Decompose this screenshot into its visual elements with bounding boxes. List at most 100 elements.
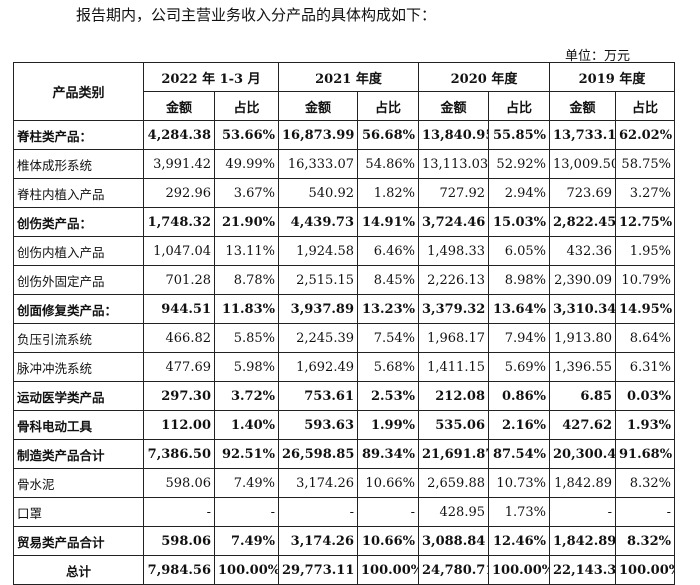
share-cell: 15.03% (488, 207, 550, 237)
share-cell: 13.23% (357, 294, 419, 324)
period-header: 2019 年度 (549, 62, 675, 92)
amount-cell: 22,143.34 (549, 555, 616, 585)
share-cell: 1.95% (615, 236, 675, 266)
amount-cell: 29,773.11 (278, 555, 358, 585)
amount-cell: 26,598.85 (278, 439, 358, 469)
amount-cell: 1,411.15 (418, 352, 489, 382)
amount-cell: 13,733.18 (549, 120, 616, 150)
table-row: 负压引流系统 466.82 5.85% 2,245.39 7.54% 1,968.17 7.… (13, 323, 675, 353)
share-cell: 62.02% (615, 120, 675, 150)
share-cell: 100.00% (214, 555, 279, 585)
share-cell: 7.94% (488, 323, 550, 353)
row-label: 创面修复类产品： (13, 294, 144, 324)
share-cell: 53.66% (214, 120, 279, 150)
share-cell: 8.32% (615, 526, 675, 556)
share-cell: 56.68% (357, 120, 419, 150)
table-row: 脊柱内植入产品 292.96 3.67% 540.92 1.82% 727.92 2.94%… (13, 178, 675, 208)
share-cell: 10.73% (488, 468, 550, 498)
category-header: 产品类别 (13, 62, 144, 121)
amount-cell: 13,840.95 (418, 120, 489, 150)
share-cell: 3.67% (214, 178, 279, 208)
share-cell: 14.91% (357, 207, 419, 237)
row-label: 口罩 (13, 497, 144, 527)
share-header: 占比 (357, 91, 419, 121)
amount-cell: 753.61 (278, 381, 358, 411)
share-cell: 5.85% (214, 323, 279, 353)
share-cell: 2.53% (357, 381, 419, 411)
amount-cell: 1,968.17 (418, 323, 489, 353)
table-row: 总计 7,984.56 100.00% 29,773.11 100.00% 24,780.… (13, 555, 675, 585)
share-cell: 10.79% (615, 265, 675, 295)
amount-cell: 1,924.58 (278, 236, 358, 266)
row-label: 运动医学类产品 (13, 381, 144, 411)
amount-cell: 13,009.50 (549, 149, 616, 179)
amount-cell: 7,984.56 (143, 555, 215, 585)
amount-cell: 13,113.03 (418, 149, 489, 179)
amount-cell: 20,300.45 (549, 439, 616, 469)
share-cell: 58.75% (615, 149, 675, 179)
amount-cell: - (278, 497, 358, 527)
amount-cell: 6.85 (549, 381, 616, 411)
table-row: 创伤内植入产品 1,047.04 13.11% 1,924.58 6.46% 1,498.… (13, 236, 675, 266)
table-body: 脊柱类产品： 4,284.38 53.66% 16,873.99 56.68% 13,84… (13, 120, 675, 585)
share-cell: 12.75% (615, 207, 675, 237)
share-cell: 100.00% (357, 555, 419, 585)
amount-cell: 3,310.34 (549, 294, 616, 324)
table-row: 创伤外固定产品 701.28 8.78% 2,515.15 8.45% 2,226.13 8… (13, 265, 675, 295)
share-header: 占比 (488, 91, 550, 121)
share-cell: 8.78% (214, 265, 279, 295)
share-cell: 3.72% (214, 381, 279, 411)
amount-cell: 2,822.45 (549, 207, 616, 237)
row-label: 脊柱内植入产品 (13, 178, 144, 208)
row-label: 脊柱类产品： (13, 120, 144, 150)
share-cell: 100.00% (615, 555, 675, 585)
amount-cell: 1,692.49 (278, 352, 358, 382)
amount-cell: 1,047.04 (143, 236, 215, 266)
share-cell: 8.64% (615, 323, 675, 353)
share-cell: 8.98% (488, 265, 550, 295)
share-cell: 52.92% (488, 149, 550, 179)
share-cell: 2.16% (488, 410, 550, 440)
amount-cell: 4,439.73 (278, 207, 358, 237)
amount-cell: - (143, 497, 215, 527)
share-cell: 10.66% (357, 468, 419, 498)
table-row: 口罩 - - - -428.95 1.73% - - (13, 497, 675, 527)
share-cell: 12.46% (488, 526, 550, 556)
amount-cell: 2,226.13 (418, 265, 489, 295)
amount-cell: 727.92 (418, 178, 489, 208)
share-cell: 21.90% (214, 207, 279, 237)
share-cell: - (615, 497, 675, 527)
table-row: 脊柱类产品： 4,284.38 53.66% 16,873.99 56.68% 13,84… (13, 120, 675, 150)
share-cell: 0.86% (488, 381, 550, 411)
share-cell: 89.34% (357, 439, 419, 469)
table-row: 创面修复类产品： 944.51 11.83% 3,937.89 13.23% 3,379.… (13, 294, 675, 324)
table-row: 脉冲冲洗系统 477.69 5.98% 1,692.49 5.68% 1,411.15 5.… (13, 352, 675, 382)
share-cell: 87.54% (488, 439, 550, 469)
period-header: 2021 年度 (278, 62, 419, 92)
amount-cell: 535.06 (418, 410, 489, 440)
row-label: 总计 (13, 555, 144, 585)
amount-cell: 3,174.26 (278, 526, 358, 556)
share-cell: 100.00% (488, 555, 550, 585)
table-row: 制造类产品合计 7,386.50 92.51% 26,598.85 89.34% 21,6… (13, 439, 675, 469)
share-cell: 1.40% (214, 410, 279, 440)
amount-cell: 212.08 (418, 381, 489, 411)
amount-cell: 112.00 (143, 410, 215, 440)
amount-cell: 2,390.09 (549, 265, 616, 295)
amount-cell: 944.51 (143, 294, 215, 324)
row-label: 脉冲冲洗系统 (13, 352, 144, 382)
amount-cell: 432.36 (549, 236, 616, 266)
amount-cell: 1,748.32 (143, 207, 215, 237)
amount-cell: 3,937.89 (278, 294, 358, 324)
amount-cell: 477.69 (143, 352, 215, 382)
share-cell: 8.32% (615, 468, 675, 498)
table-row: 运动医学类产品 297.30 3.72% 753.61 2.53% 212.08 0.86%… (13, 381, 675, 411)
amount-cell: 2,515.15 (278, 265, 358, 295)
share-cell: 49.99% (214, 149, 279, 179)
row-label: 创伤外固定产品 (13, 265, 144, 295)
amount-header: 金额 (143, 91, 215, 121)
share-cell: 6.05% (488, 236, 550, 266)
amount-cell: 1,498.33 (418, 236, 489, 266)
amount-cell: 292.96 (143, 178, 215, 208)
amount-cell: 598.06 (143, 526, 215, 556)
